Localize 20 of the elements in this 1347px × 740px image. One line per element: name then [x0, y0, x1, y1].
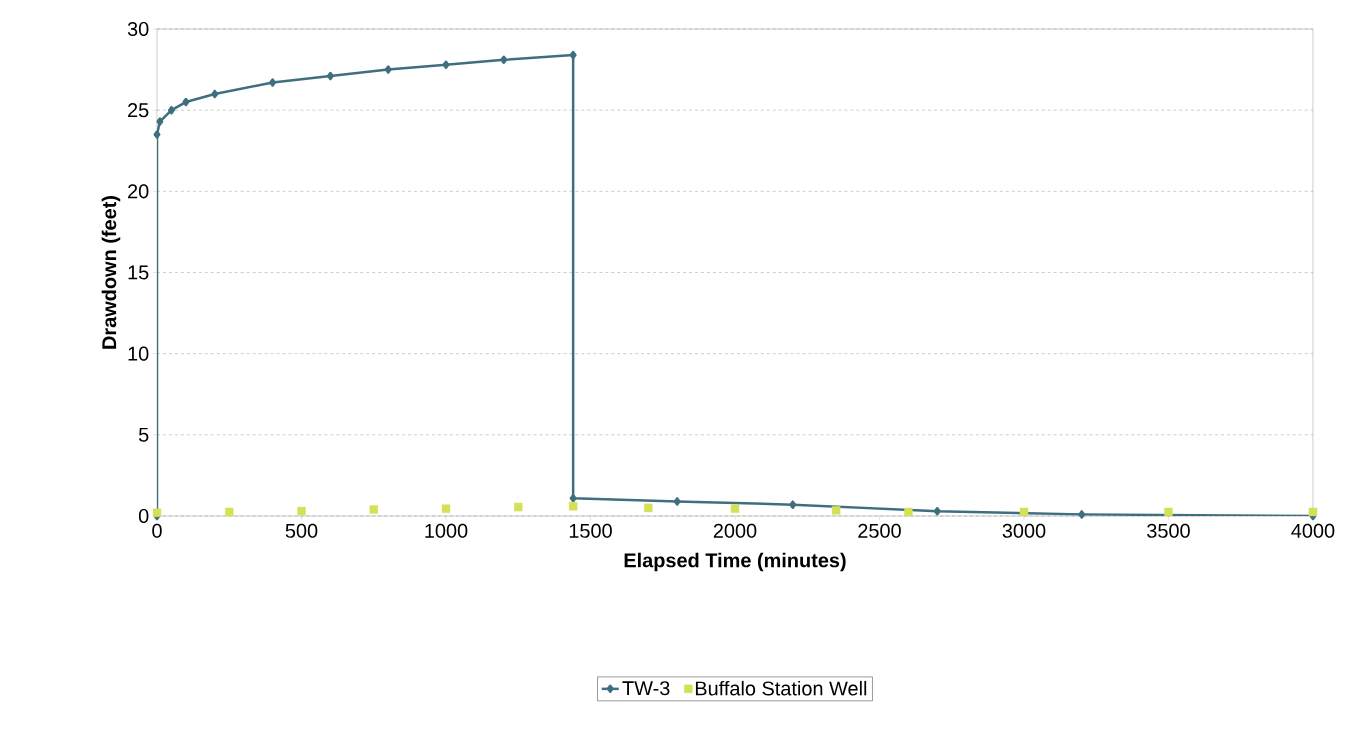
x-tick-label: 1000 [425, 523, 468, 538]
x-tick-label: 500 [285, 523, 318, 538]
y-tick-label: 30 [127, 21, 149, 37]
x-tick-label: 3500 [1147, 523, 1190, 538]
y-tick-label: 5 [138, 427, 149, 442]
y-tick-label: 25 [128, 103, 149, 118]
x-tick-label: 2000 [713, 523, 757, 538]
x-tick-label: 0 [152, 523, 162, 538]
x-tick-label: 1500 [569, 523, 612, 538]
y-tick-label: 10 [128, 346, 149, 361]
legend-label: Buffalo Station Well [695, 680, 867, 696]
x-tick-label: 2500 [858, 523, 901, 538]
y-tick-label: 0 [138, 508, 149, 524]
y-axis-title: Drawdown (feet) [101, 196, 121, 349]
y-tick-label: 20 [128, 184, 149, 199]
x-tick-label: 3000 [1002, 523, 1046, 538]
legend-label: TW-3 [622, 681, 670, 696]
x-axis-title: Elapsed Time (minutes) [624, 552, 846, 572]
y-tick-label: 15 [128, 265, 149, 280]
x-tick-label: 4000 [1291, 523, 1335, 538]
